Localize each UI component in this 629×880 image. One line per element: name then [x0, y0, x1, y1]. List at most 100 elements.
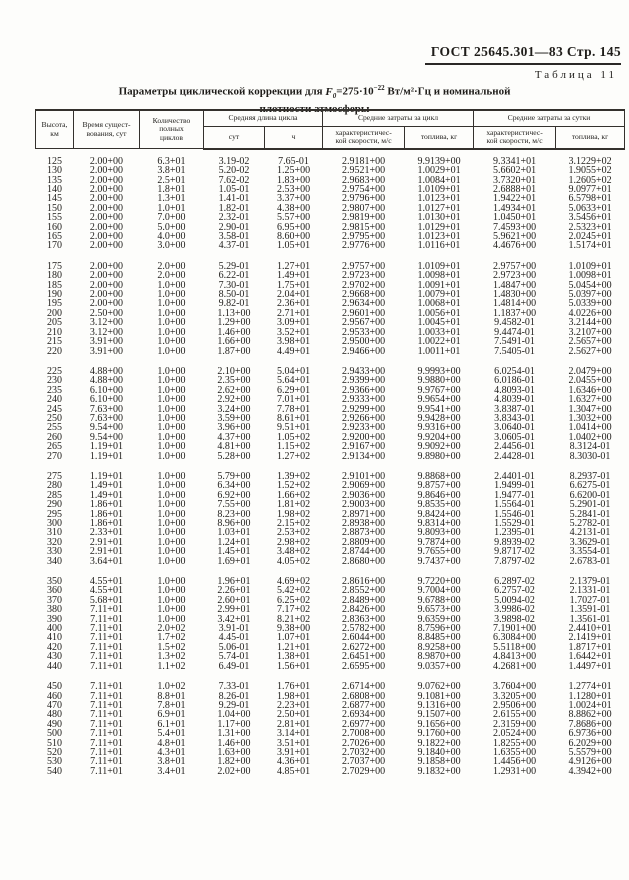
cell: 1.1280+01: [568, 690, 612, 702]
cell: 1.2774+01: [568, 681, 612, 693]
cell: 1.0+00: [157, 289, 186, 301]
cell: 2.9433+00: [341, 365, 386, 377]
cell: 1.38+01: [276, 651, 311, 663]
table-label: Таблица 11: [534, 69, 617, 81]
cell: 2.6714+00: [341, 681, 386, 693]
cell: 220: [47, 345, 62, 357]
cell: 6.2757-02: [494, 585, 535, 597]
cell: 2.8971+00: [341, 508, 386, 520]
cell: 2.00+00: [89, 202, 124, 214]
cell: 4.2681+00: [492, 660, 537, 672]
cell: 7.11+01: [90, 709, 123, 721]
cell: 1.81+02: [276, 499, 311, 511]
cell: 2.5+01: [157, 174, 186, 186]
table-row: 410 7.11+01 1.7+02 4.45-01 1.07+01 2.6044+00 8…: [36, 633, 625, 643]
cell: 1.0084+01: [417, 174, 461, 186]
cell: 3.7604+00: [492, 681, 537, 693]
cell: 1.82+00: [217, 756, 251, 768]
cell: 1.49+01: [89, 480, 124, 492]
cell: 3.4+01: [157, 765, 186, 777]
cell: 430: [47, 651, 62, 663]
cell: 5.0454+00: [568, 279, 612, 291]
cell: 1.0+00: [157, 326, 186, 338]
cell: 380: [47, 604, 62, 616]
cell: 3.1229+02: [568, 155, 612, 167]
table-row: 185 2.00+00 1.0+00 7.30-01 1.75+01 2.9702+00 1…: [36, 279, 625, 291]
cell: 8.9258+00: [417, 641, 461, 653]
cell: 9.7655+00: [417, 546, 461, 558]
cell: 350: [47, 576, 62, 588]
cell: 9.8757+00: [417, 480, 461, 492]
cell: 225: [47, 365, 62, 377]
cell: 8.9870+00: [417, 651, 461, 663]
cell: 1.0+02: [157, 681, 186, 693]
cell: 1.3047+00: [568, 403, 612, 415]
cell: 1.5174+01: [568, 240, 612, 252]
cell: 9.0977+01: [568, 184, 612, 195]
cell: 5.9621+00: [492, 231, 537, 243]
cell: 4.49+01: [276, 345, 311, 357]
cell: 4.81+00: [217, 441, 251, 453]
cell: 7.11+01: [90, 746, 123, 758]
cell: 7.01+01: [276, 394, 311, 406]
cell: 3.14+01: [276, 728, 311, 740]
cell: 1.03+01: [217, 527, 251, 539]
cell: 1.5546-01: [494, 508, 535, 520]
table-row: 460 7.11+01 8.8+01 8.26-01 1.98+01 2.6808+00 9…: [36, 690, 625, 702]
cell: 2.35+00: [217, 375, 251, 387]
cell: 1.13+00: [217, 307, 251, 319]
cell: 1.0011+01: [417, 345, 461, 357]
cell: 3.2144+00: [568, 317, 612, 329]
cell: 2.53+02: [276, 527, 311, 539]
table-row: 225 4.88+00 1.0+00 2.10+00 5.04+01 2.9433+00 9…: [36, 365, 625, 377]
cell: 4.3942+00: [568, 765, 612, 777]
cell: 5.2901-01: [569, 499, 611, 511]
cell: 1.98+02: [276, 508, 311, 520]
cell: 1.4814+00: [492, 298, 537, 310]
cell: 2.9134+00: [341, 450, 386, 462]
cell: 5.04+01: [276, 365, 311, 377]
title-equation: =275·10: [336, 85, 374, 98]
cell: 1.9499-01: [494, 480, 535, 492]
cell: 6.25+02: [276, 594, 311, 606]
cell: 5.5118+00: [493, 641, 536, 653]
cell: 2.4456-01: [494, 441, 535, 453]
cell: 8.21+02: [276, 613, 311, 625]
cell: 2.00+00: [89, 289, 124, 301]
cell: 9.9139+00: [417, 155, 461, 167]
cell: 3.3629-01: [569, 536, 611, 548]
cell: 2.7037+00: [341, 756, 386, 768]
cell: 1.46+00: [217, 737, 251, 749]
cell: 1.27+02: [276, 450, 311, 462]
cell: 8.7596+00: [417, 623, 461, 635]
cell: 2.9366+00: [341, 384, 386, 396]
cell: 1.98+01: [276, 690, 311, 702]
cell: 7.8797-02: [494, 555, 535, 567]
cell: 7.11+01: [90, 737, 123, 749]
cell: 3.8343-01: [494, 412, 535, 424]
col-header-day-velocity: характеристичес- кой скорости, м/с: [473, 125, 557, 150]
cell: 2.9521+00: [341, 165, 386, 177]
cell: 1.0129+01: [417, 221, 461, 233]
cell: 1.0+00: [157, 536, 186, 548]
table-row: 390 7.11+01 1.0+00 3.42+01 8.21+02 2.8363+00 9…: [36, 613, 625, 625]
cell: 1.0+00: [157, 585, 186, 597]
cell: 2.00+00: [89, 270, 124, 282]
cell: 2.9069+00: [341, 480, 386, 492]
table-row: 140 2.00+00 1.8+01 1.05-01 2.53+00 2.9754+00 1…: [36, 184, 625, 195]
cell: 2.9466+00: [341, 345, 386, 357]
cell: 2.0455+00: [568, 375, 612, 387]
cell: 9.29-01: [218, 699, 250, 711]
cell: 8.2937-01: [569, 470, 611, 482]
table-row: 275 1.19+01 1.0+00 5.79+00 1.39+02 2.9101+00 9…: [36, 470, 625, 482]
cell: 7.1901+00: [492, 623, 537, 635]
cell: 9.9316+00: [417, 422, 461, 434]
cell: 6.6275-01: [569, 480, 611, 492]
cell: 2.9601+00: [341, 307, 386, 319]
cell: 8.3030-01: [569, 450, 611, 462]
cell: 9.9428+00: [417, 412, 461, 424]
cell: 2.00+00: [89, 174, 124, 186]
cell: 4.8093-01: [494, 384, 535, 396]
cell: 2.7029+00: [341, 765, 386, 777]
cell: 5.0094-02: [494, 594, 535, 606]
